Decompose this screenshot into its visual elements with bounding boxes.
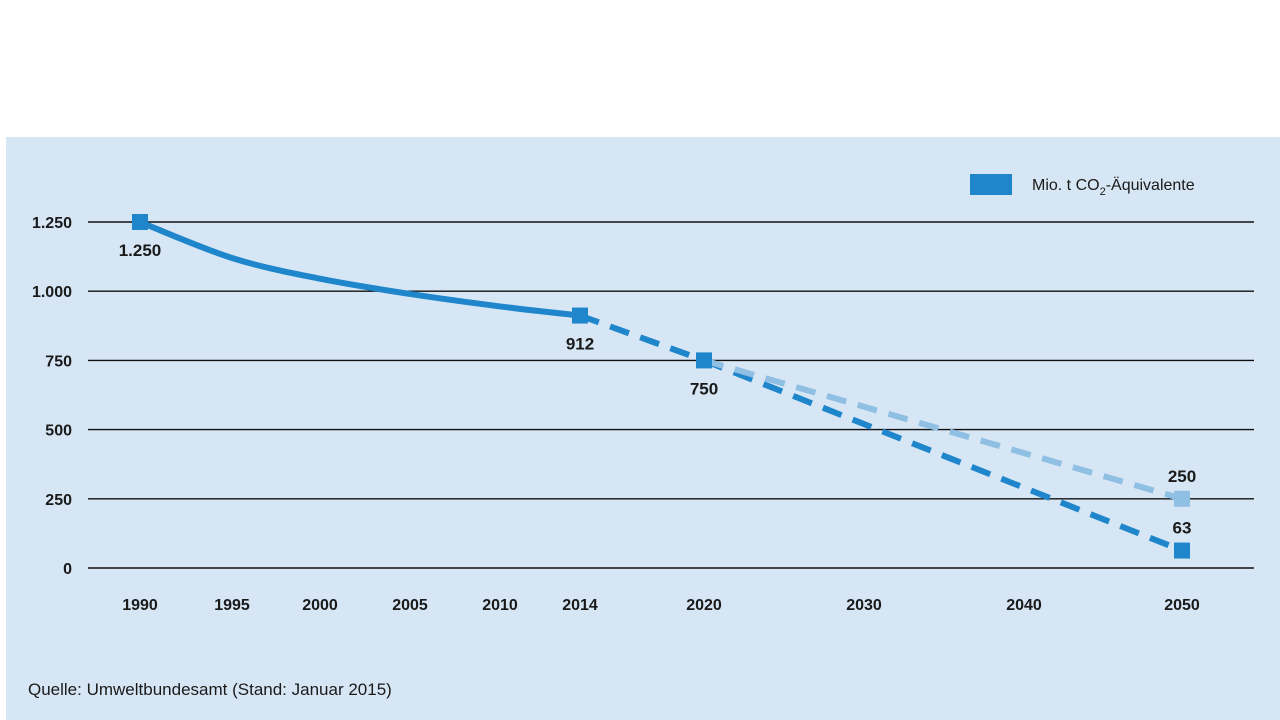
source-caption: Quelle: Umweltbundesamt (Stand: Januar 2… xyxy=(28,680,392,699)
legend-label: Mio. t CO2-Äquivalente xyxy=(1032,176,1195,198)
x-tick-label: 2040 xyxy=(1006,597,1042,614)
series-line-historical xyxy=(138,219,581,319)
x-tick-label: 2030 xyxy=(846,597,882,614)
y-tick-label: 0 xyxy=(63,561,72,578)
series-line-projection-to-2020 xyxy=(578,312,706,364)
data-label: 250 xyxy=(1168,467,1196,486)
x-tick-label: 2014 xyxy=(562,597,598,614)
y-tick-label: 500 xyxy=(45,423,72,440)
series-line-target-2050-high xyxy=(703,357,1183,502)
data-label: 750 xyxy=(690,379,718,398)
x-tick-label: 2020 xyxy=(686,597,722,614)
x-tick-label: 2000 xyxy=(302,597,338,614)
legend-swatch xyxy=(970,174,1012,195)
data-label: 912 xyxy=(566,335,594,354)
y-tick-label: 1.000 xyxy=(32,284,72,301)
data-label: 63 xyxy=(1173,519,1192,538)
x-tick-label: 1990 xyxy=(122,597,158,614)
series-line-target-2050-low xyxy=(702,357,1184,554)
y-tick-label: 1.250 xyxy=(32,215,72,232)
data-marker xyxy=(1174,490,1190,507)
x-tick-label: 2050 xyxy=(1164,597,1200,614)
data-marker xyxy=(572,307,588,324)
line-chart: 0 250 500 750 1.000 1.250 1990 1995 2000 2005 2010… xyxy=(32,174,1254,614)
x-tick-label: 2010 xyxy=(482,597,518,614)
data-marker xyxy=(1174,542,1190,559)
data-marker xyxy=(696,352,712,369)
y-tick-label: 750 xyxy=(45,353,72,370)
chart-panel: 0 250 500 750 1.000 1.250 1990 1995 2000 2005 2010… xyxy=(6,137,1280,720)
data-marker xyxy=(132,214,148,230)
x-tick-label: 2005 xyxy=(392,597,428,614)
y-tick-label: 250 xyxy=(45,492,72,509)
x-tick-label: 1995 xyxy=(214,597,250,614)
data-label: 1.250 xyxy=(119,241,162,260)
